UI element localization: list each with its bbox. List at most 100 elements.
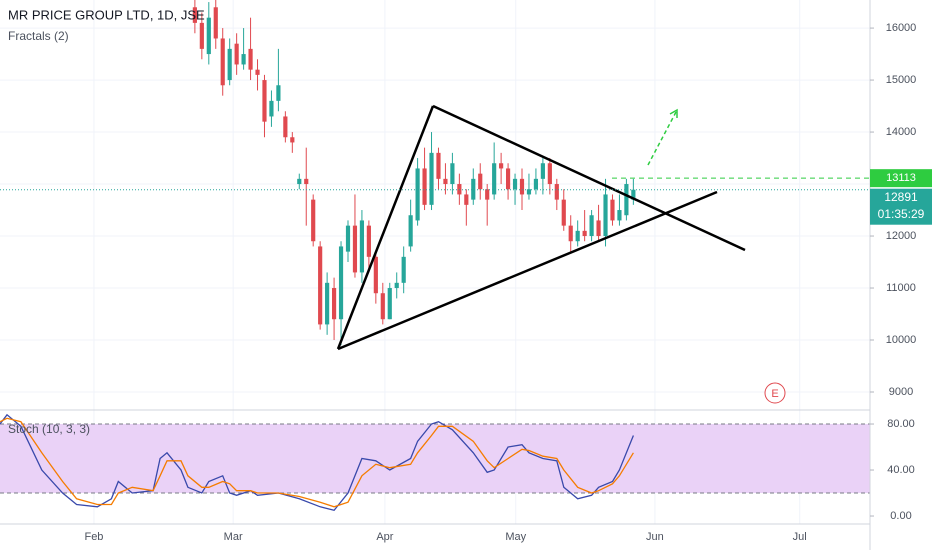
y-tick-label: 12000 (886, 230, 917, 242)
candle-body (471, 178, 476, 200)
chart-title: MR PRICE GROUP LTD, 1D, JSE (8, 7, 205, 22)
candle-body (269, 100, 274, 117)
candle-body (366, 225, 371, 257)
candle-body (394, 282, 399, 289)
candle-body (241, 54, 246, 65)
indicator-label: Stoch (10, 3, 3) (8, 422, 90, 436)
candle-body (485, 189, 490, 200)
candle-body (505, 168, 511, 190)
event-icon-label: E (771, 388, 778, 400)
candle-body (478, 173, 483, 190)
x-tick-label: Jul (793, 531, 807, 543)
last-price-box (870, 188, 932, 225)
grid (0, 0, 870, 524)
candle-body (213, 7, 218, 39)
candle-body (234, 43, 239, 65)
trendline (337, 190, 718, 351)
candle-body (554, 184, 559, 200)
y-tick-label: 16000 (886, 22, 917, 34)
candle-body (297, 178, 302, 185)
x-tick-label: Apr (376, 531, 393, 543)
candle-body (276, 85, 281, 101)
x-tick-label: May (505, 531, 526, 543)
candle-body (464, 194, 469, 205)
trendline (432, 104, 746, 252)
y-tick-label: 14000 (886, 126, 917, 138)
candle-body (533, 178, 539, 190)
candle-body (547, 163, 552, 185)
candle-body (492, 163, 497, 195)
candle-body (255, 69, 260, 75)
candle-body (318, 246, 323, 325)
candle-body (352, 225, 358, 273)
stoch-band (0, 424, 870, 494)
candle-body (373, 256, 378, 294)
candle-body (199, 22, 204, 49)
projection-arrow (647, 111, 677, 166)
target-price-box (870, 169, 932, 188)
candle-body (540, 163, 545, 179)
candle-body (436, 152, 441, 179)
y-tick-label: 80.00 (887, 418, 915, 430)
arrow-head (669, 108, 678, 118)
candle-body (575, 230, 580, 242)
stoch-line (0, 417, 634, 508)
candle-body (415, 168, 420, 221)
candle-body (283, 116, 288, 138)
candle-body (422, 168, 427, 205)
candle-body (192, 7, 197, 23)
countdown-label: 01:35:29 (878, 207, 925, 221)
x-tick-label: Jun (646, 531, 664, 543)
candle-body (311, 199, 316, 242)
candle-body (345, 225, 351, 252)
x-tick-label: Mar (224, 531, 243, 543)
candle-body (206, 17, 211, 55)
candle-body (499, 163, 504, 169)
y-tick-label: 15000 (886, 74, 917, 86)
candle-body (248, 48, 253, 70)
x-tick-label: Feb (84, 531, 103, 543)
candle-body (582, 230, 587, 237)
candle-body (387, 288, 392, 320)
candle-body (450, 163, 455, 185)
event-icon[interactable] (764, 382, 786, 404)
candle-body (610, 199, 615, 221)
candle-body (401, 256, 406, 283)
candle-body (596, 220, 601, 237)
candle-body (443, 178, 448, 185)
candle-body (526, 189, 532, 195)
indicator-label: Fractals (2) (8, 29, 69, 43)
target-price-label: 13113 (886, 172, 916, 184)
candle-body (262, 80, 267, 122)
candle-body (290, 137, 295, 143)
candle-body (512, 178, 518, 190)
candle-body (304, 178, 309, 185)
candle-body (429, 152, 434, 205)
candle-body (325, 282, 330, 325)
candle-body (227, 48, 232, 81)
y-tick-label: 9000 (889, 386, 913, 398)
candle-body (338, 246, 344, 320)
candle-body (380, 293, 385, 320)
y-tick-label: 0.00 (890, 510, 911, 522)
candle-body (589, 215, 594, 237)
last-price-label: 12891 (884, 190, 918, 204)
candle-body (331, 288, 337, 320)
y-tick-label: 40.00 (887, 464, 915, 476)
stoch-line (0, 413, 635, 512)
candle-body (359, 220, 365, 273)
candle-body (561, 199, 566, 226)
candle-body (408, 215, 413, 247)
y-tick-label: 10000 (886, 334, 917, 346)
candle-body (220, 38, 225, 86)
stoch-panel (0, 413, 870, 512)
candle-body (631, 189, 636, 200)
candle-body (519, 178, 525, 195)
candle-body (568, 225, 573, 242)
candle-body (603, 194, 608, 237)
trendline (336, 105, 435, 350)
candle-body (617, 210, 622, 221)
y-tick-label: 11000 (886, 282, 916, 294)
candle-body (624, 184, 629, 216)
